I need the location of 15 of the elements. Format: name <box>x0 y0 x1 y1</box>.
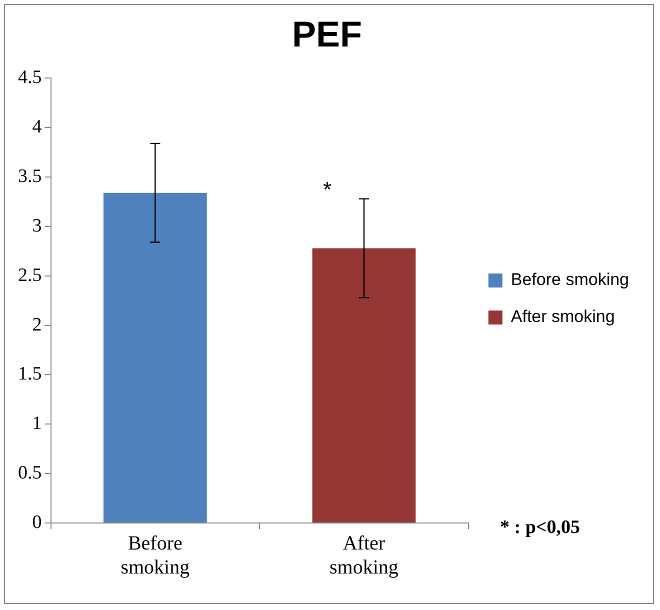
chart-title: PEF <box>292 14 362 55</box>
y-tick-label: 1.5 <box>18 364 42 385</box>
y-tick-label: 3 <box>32 215 42 236</box>
y-tick-label: 2 <box>32 314 42 336</box>
y-tick-label: 2.5 <box>18 264 42 286</box>
text: * : p<0,05 <box>500 517 580 539</box>
y-tick-label: 1 <box>32 413 42 434</box>
y-tick-label: 0.5 <box>18 462 42 484</box>
y-tick-label: 3.5 <box>18 166 42 188</box>
legend-label: After smoking <box>510 307 615 326</box>
legend-label: Before smoking <box>510 270 630 290</box>
y-tick-label: 4.5 <box>18 67 42 88</box>
y-tick-label: 0 <box>32 512 42 533</box>
y-tick-label: 4 <box>32 116 42 138</box>
annotation: * <box>323 177 332 203</box>
